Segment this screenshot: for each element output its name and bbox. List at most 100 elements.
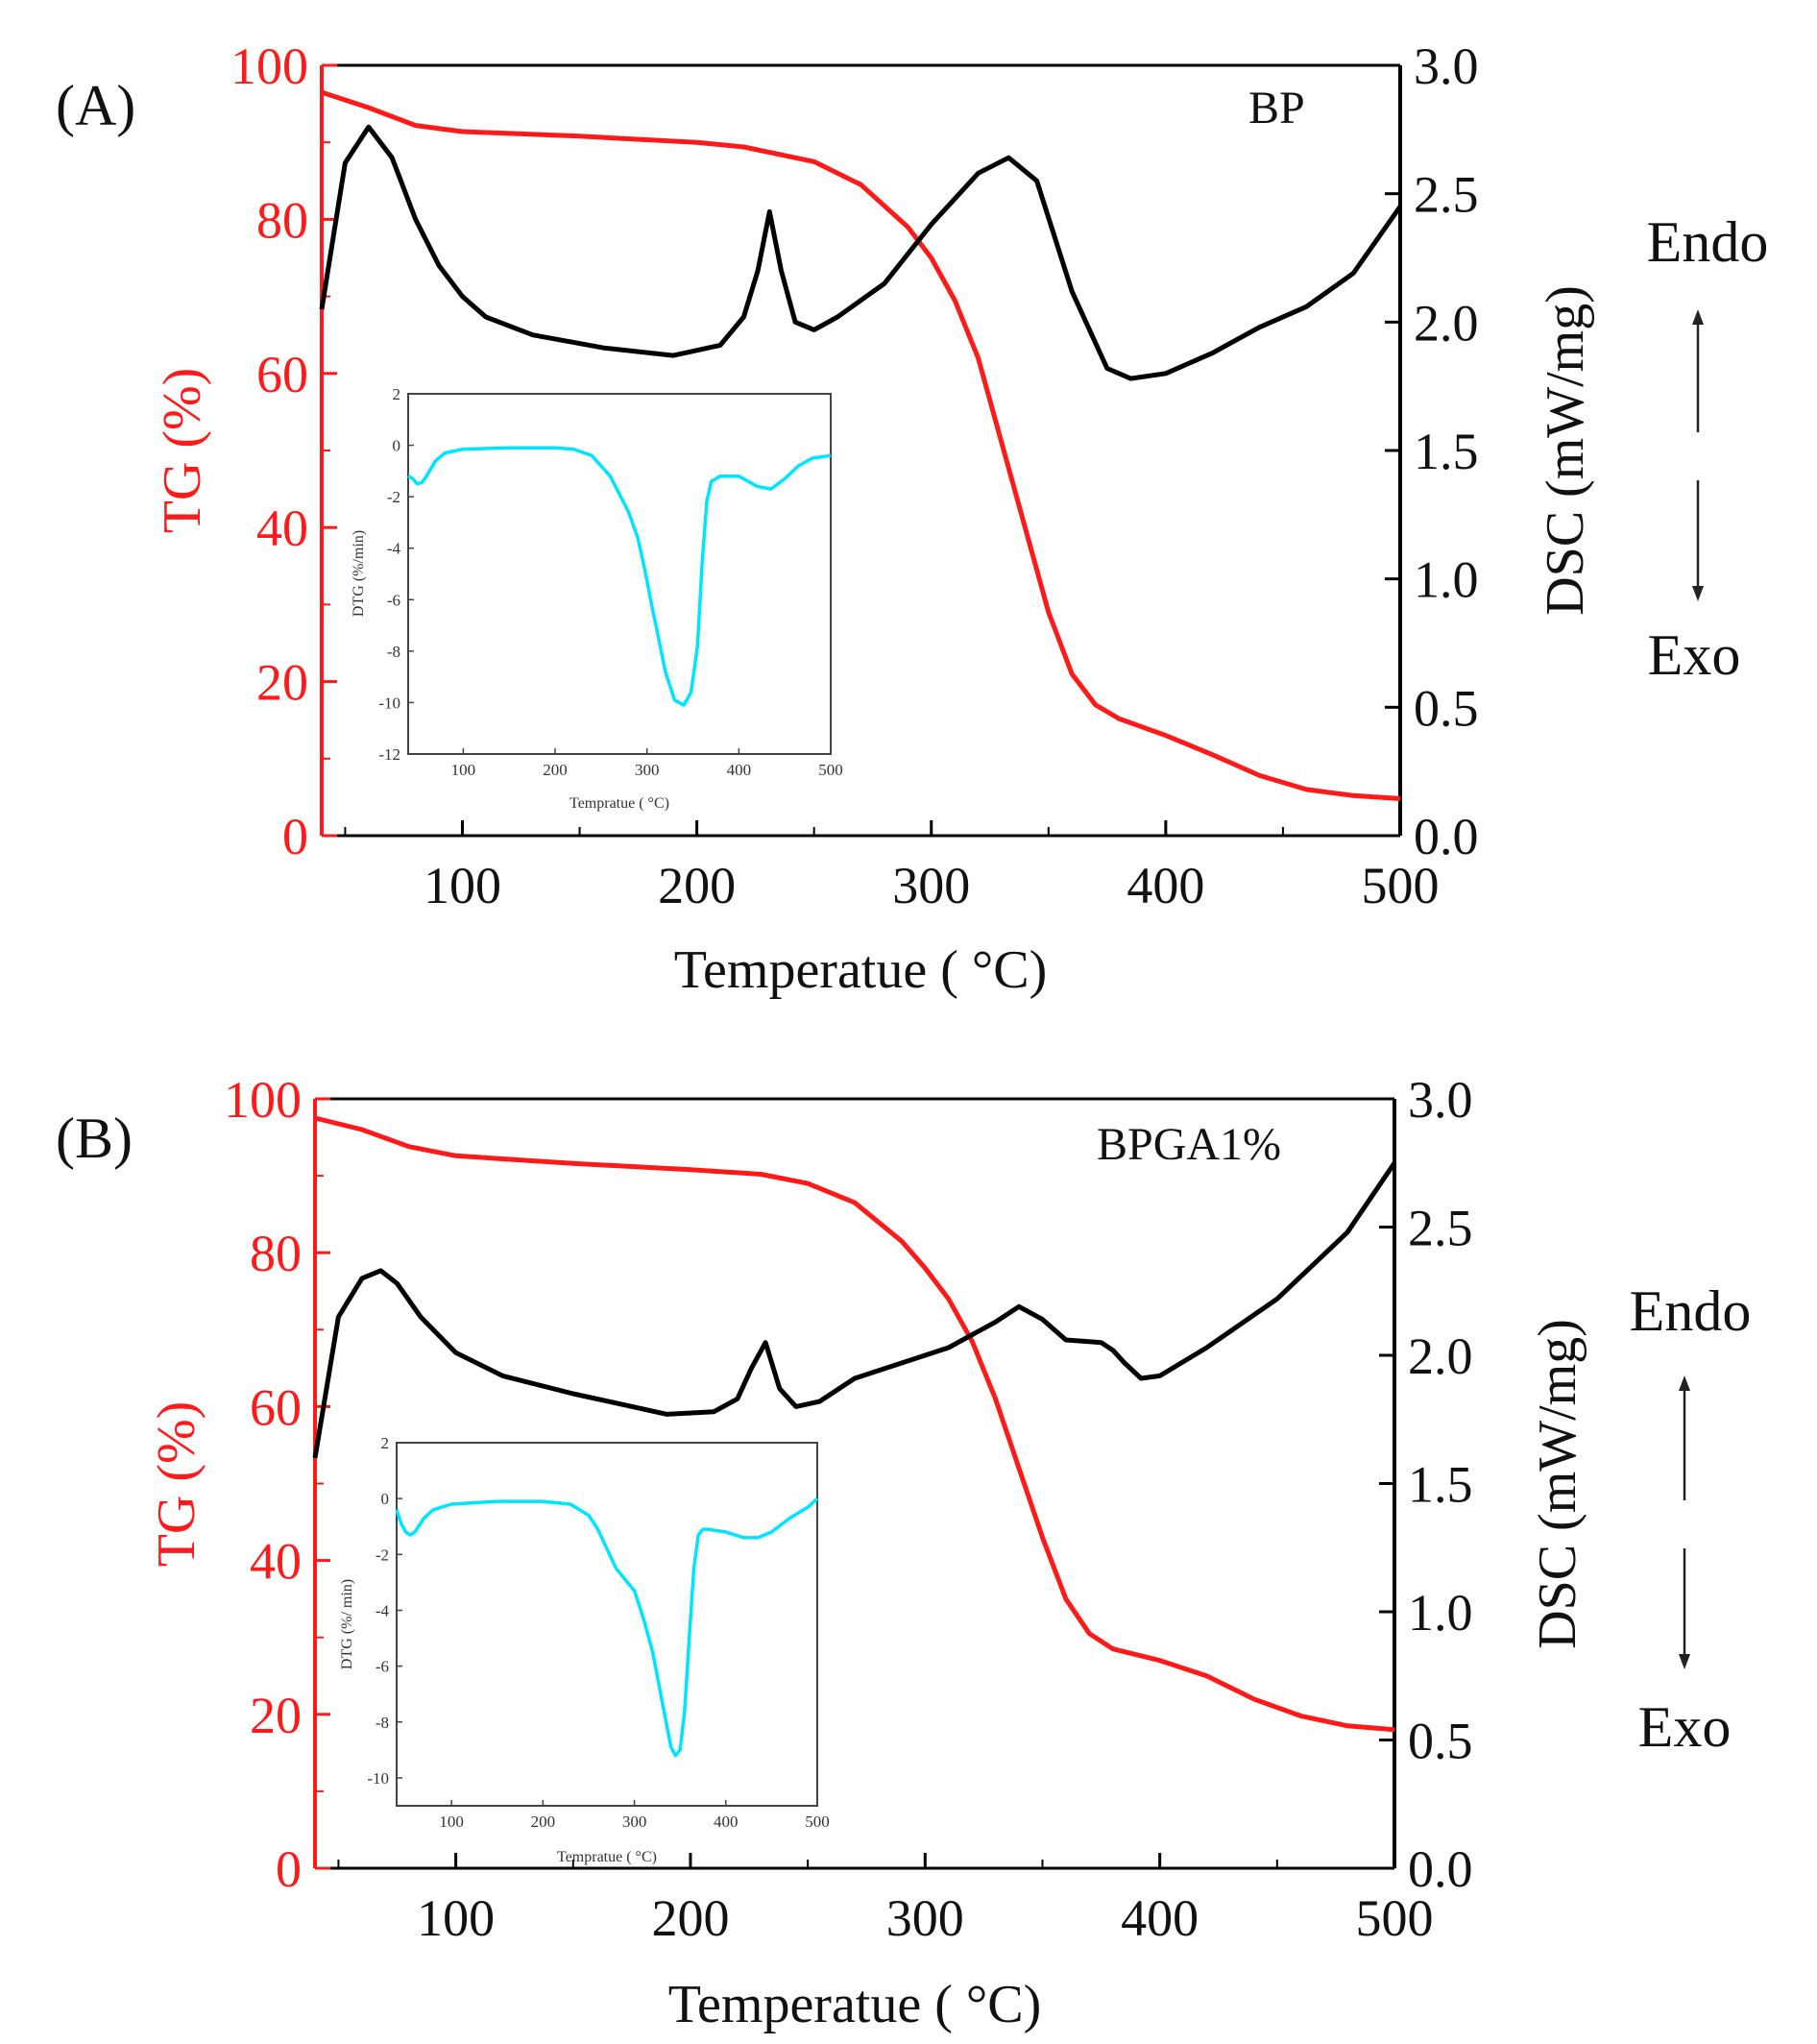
panel-b-x-tick-label: 100 bbox=[417, 1889, 495, 1947]
panel-b-x-tick-label: 300 bbox=[886, 1889, 964, 1947]
panel-b-right-axis-title: DSC (mW/mg) bbox=[1528, 1319, 1587, 1649]
panel-b-x-tick-label: 400 bbox=[1121, 1889, 1199, 1947]
panel-a-dtg-curve bbox=[407, 446, 832, 707]
panel-b-left-axis-title: TG (%) bbox=[147, 1401, 206, 1568]
panel-b-right-tick-label: 0.5 bbox=[1408, 1713, 1473, 1770]
panel-a-right-tick-label: 3.0 bbox=[1414, 37, 1479, 95]
panel-a-inset-y-tick-label: 0 bbox=[393, 437, 401, 455]
panel-a-exo-arrow bbox=[1692, 480, 1704, 601]
panel-a-left-axis-title: TG (%) bbox=[153, 368, 212, 534]
panel-b-right-tick-label: 0.0 bbox=[1408, 1840, 1473, 1898]
panel-a-left-ticks: 0 20 40 60 80 100 bbox=[230, 37, 337, 865]
panel-a-inset-y-tick-label: -8 bbox=[387, 643, 400, 661]
panel-a-right-axis-title: DSC (mW/mg) bbox=[1536, 285, 1595, 616]
panel-b-right-ticks: 0.0 0.5 1.0 1.5 2.0 2.5 3.0 bbox=[1379, 1071, 1473, 1898]
panel-a-exo-label: Exo bbox=[1648, 623, 1741, 687]
panel-a-inset-frame bbox=[407, 393, 832, 755]
panel-a-inset-x-tick-label: 300 bbox=[635, 761, 660, 779]
panel-a-x-tick-label: 200 bbox=[658, 857, 736, 914]
panel-b-exo-label: Exo bbox=[1638, 1695, 1732, 1759]
panel-a-left-tick-label: 0 bbox=[282, 808, 308, 865]
panel-a-dtg-inset: 100 200 300 400 500 -12 -10 -8 -6 -4 -2 0 2 Temprat… bbox=[351, 385, 843, 812]
panel-b-inset-y-tick-label: 0 bbox=[381, 1490, 390, 1508]
panel-b-inset-frame bbox=[396, 1442, 818, 1807]
panel-b-inset-y-tick-label: -10 bbox=[367, 1769, 389, 1788]
panel-a-left-tick-label: 80 bbox=[256, 191, 308, 249]
panel-b-x-tick-label: 500 bbox=[1356, 1889, 1434, 1947]
panel-b-inset-y-ticks: -10 -8 -6 -4 -2 0 2 bbox=[367, 1434, 402, 1788]
panel-b-left-tick-label: 0 bbox=[276, 1840, 302, 1898]
panel-a-tg-curve bbox=[321, 89, 1401, 801]
panel-b-right-tick-label: 1.5 bbox=[1408, 1456, 1473, 1514]
panel-a-inset-x-tick-label: 400 bbox=[727, 761, 752, 779]
panel-b-sample-label: BPGA1% bbox=[1097, 1119, 1281, 1170]
panel-b-right-tick-label: 1.0 bbox=[1408, 1584, 1473, 1642]
panel-a-left-tick-label: 100 bbox=[230, 37, 308, 95]
panel-a-inset-x-title: Tempratue ( °C) bbox=[569, 795, 669, 812]
panel-b-inset-x-tick-label: 300 bbox=[622, 1813, 647, 1831]
panel-a-right-tick-label: 2.0 bbox=[1414, 294, 1479, 352]
panel-b-inset-x-ticks: 100 200 300 400 500 bbox=[439, 1800, 830, 1831]
panel-b-x-tick-label: 200 bbox=[651, 1889, 729, 1947]
panel-b-x-axis-title: Temperatue ( °C) bbox=[668, 1975, 1042, 2034]
panel-b-x-ticks: 100 200 300 400 500 bbox=[337, 1853, 1434, 1947]
panel-a-x-tick-label: 300 bbox=[892, 857, 970, 914]
panel-a-right-tick-label: 0.5 bbox=[1414, 679, 1479, 737]
panel-b-inset-y-tick-label: -2 bbox=[376, 1545, 389, 1564]
panel-b-label: (B) bbox=[56, 1107, 133, 1170]
panel-b-inset-y-title: DTG (%/ min) bbox=[339, 1579, 355, 1669]
panel-b-left-tick-label: 60 bbox=[250, 1378, 302, 1436]
panel-a-x-axis-title: Temperatue ( °C) bbox=[674, 940, 1048, 1000]
panel-a-inset-x-tick-label: 200 bbox=[543, 761, 568, 779]
panel-a-inset-y-tick-label: -6 bbox=[387, 591, 400, 609]
panel-a-inset-y-tick-label: -2 bbox=[387, 488, 400, 506]
panel-a-label: (A) bbox=[56, 74, 135, 137]
panel-a-right-ticks: 0.0 0.5 1.0 1.5 2.0 2.5 3.0 bbox=[1385, 37, 1479, 865]
panel-a-endo-label: Endo bbox=[1647, 210, 1769, 274]
panel-a-x-tick-label: 100 bbox=[424, 857, 501, 914]
panel-a-left-tick-label: 20 bbox=[256, 654, 308, 712]
panel-b-inset-x-tick-label: 100 bbox=[439, 1813, 464, 1831]
panel-b-inset-y-tick-label: -8 bbox=[376, 1714, 389, 1732]
panel-b-inset-y-tick-label: 2 bbox=[381, 1434, 390, 1452]
panel-b-tg-curve bbox=[314, 1115, 1395, 1733]
panel-a-sample-label: BP bbox=[1248, 83, 1305, 134]
panel-b-left-ticks: 0 20 40 60 80 100 bbox=[224, 1071, 330, 1898]
panel-a-x-ticks: 100 200 300 400 500 bbox=[344, 820, 1440, 914]
panel-a-inset-x-ticks: 100 200 300 400 500 bbox=[451, 748, 843, 779]
panel-b: (B) BPGA1% 100 200 300 400 500 020406080100 … bbox=[56, 1071, 1751, 2034]
panel-b-exo-arrow bbox=[1679, 1548, 1690, 1669]
panel-b-left-tick-label: 40 bbox=[250, 1533, 302, 1591]
panel-a-inset-y-tick-label: -4 bbox=[387, 540, 401, 558]
panel-b-inset-y-tick-label: -6 bbox=[376, 1658, 389, 1676]
panel-b-left-tick-label: 100 bbox=[224, 1071, 302, 1129]
panel-a-left-tick-label: 60 bbox=[256, 346, 308, 403]
panel-a-inset-x-tick-label: 500 bbox=[818, 761, 843, 779]
panel-a-inset-x-tick-label: 100 bbox=[451, 761, 476, 779]
panel-b-dtg-inset: 100 200 300 400 500 -10 -8 -6 -4 -2 0 2 Tempratue … bbox=[339, 1434, 830, 1865]
panel-a-dsc-curve bbox=[319, 124, 1403, 381]
panel-a-right-tick-label: 1.5 bbox=[1414, 423, 1479, 480]
panel-b-right-tick-label: 3.0 bbox=[1408, 1071, 1473, 1129]
panel-b-left-tick-label: 20 bbox=[250, 1687, 302, 1744]
panel-b-inset-x-tick-label: 200 bbox=[531, 1813, 556, 1831]
panel-a-inset-y-tick-label: -10 bbox=[378, 694, 400, 712]
panel-a-left-tick-label: 40 bbox=[256, 499, 308, 557]
panel-b-right-tick-label: 2.5 bbox=[1408, 1200, 1473, 1257]
panel-a-right-tick-label: 1.0 bbox=[1414, 551, 1479, 609]
panel-a-inset-y-ticks: -12 -10 -8 -6 -4 -2 0 2 bbox=[378, 385, 414, 764]
panel-a-inset-y-tick-label: 2 bbox=[393, 385, 401, 403]
panel-a-inset-y-tick-label: -12 bbox=[378, 745, 400, 764]
panel-b-endo-arrow bbox=[1679, 1375, 1690, 1500]
panel-a-x-tick-label: 400 bbox=[1127, 857, 1204, 914]
panel-b-endo-label: Endo bbox=[1630, 1279, 1752, 1343]
panel-b-inset-x-tick-label: 500 bbox=[805, 1813, 830, 1831]
panel-a-x-tick-label: 500 bbox=[1362, 857, 1440, 914]
panel-b-right-tick-label: 2.0 bbox=[1408, 1327, 1473, 1385]
panel-a-inset-y-title: DTG (%/min) bbox=[351, 530, 367, 617]
panel-a-right-tick-label: 0.0 bbox=[1414, 808, 1479, 865]
panel-a-right-tick-label: 2.5 bbox=[1414, 166, 1479, 224]
